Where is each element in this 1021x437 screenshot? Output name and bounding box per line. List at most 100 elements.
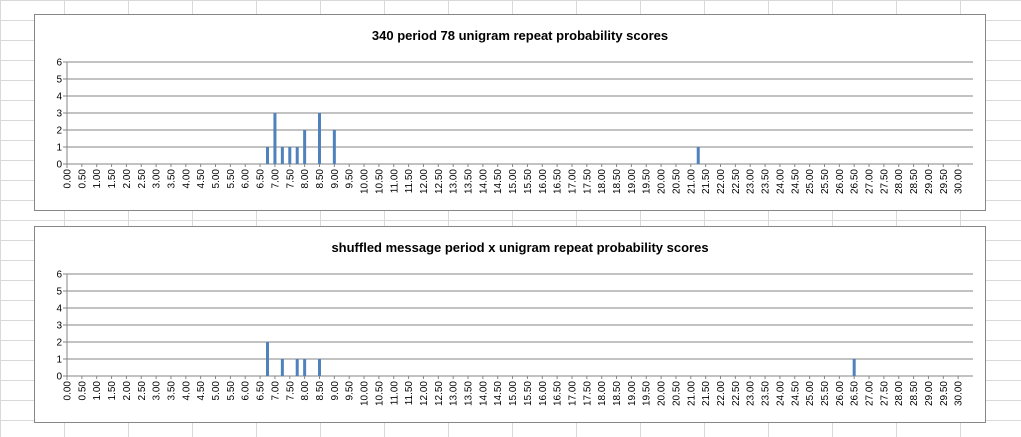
- x-tick-label: 2.00: [122, 381, 133, 401]
- x-tick-label: 11.50: [404, 169, 415, 194]
- x-tick-label: 23.50: [761, 381, 772, 406]
- chart-title: shuffled message period x unigram repeat…: [331, 240, 708, 255]
- x-tick-label: 23.00: [746, 381, 757, 406]
- x-tick-label: 7.50: [285, 381, 296, 401]
- x-tick-label: 5.00: [211, 381, 222, 401]
- y-tick-label: 3: [56, 321, 62, 332]
- x-tick-label: 18.50: [612, 381, 623, 406]
- y-tick-label: 1: [56, 355, 62, 366]
- y-tick-label: 0: [56, 160, 62, 171]
- x-tick-label: 4.00: [181, 169, 192, 189]
- bar: [696, 147, 700, 164]
- x-tick-label: 15.50: [523, 381, 534, 406]
- x-tick-label: 9.00: [330, 381, 341, 401]
- x-tick-label: 8.00: [300, 381, 311, 401]
- x-tick-label: 11.00: [389, 169, 400, 194]
- x-tick-label: 14.50: [493, 381, 504, 406]
- y-tick-label: 5: [56, 75, 62, 86]
- x-tick-label: 19.50: [642, 381, 653, 406]
- x-tick-label: 5.50: [226, 381, 237, 401]
- y-tick-label: 6: [56, 58, 62, 69]
- x-tick-label: 10.50: [374, 381, 385, 406]
- x-tick-label: 0.00: [63, 169, 74, 189]
- x-tick-label: 4.50: [196, 381, 207, 401]
- x-tick-label: 24.00: [775, 169, 786, 194]
- x-tick-label: 5.00: [211, 169, 222, 189]
- y-tick-label: 3: [56, 109, 62, 120]
- bar: [280, 359, 284, 376]
- x-tick-label: 5.50: [226, 169, 237, 189]
- x-tick-label: 26.50: [850, 381, 861, 406]
- x-tick-label: 29.50: [939, 169, 950, 194]
- x-tick-label: 9.50: [345, 381, 356, 401]
- x-tick-label: 9.00: [330, 169, 341, 189]
- x-tick-label: 14.00: [478, 169, 489, 194]
- x-tick-label: 11.50: [404, 381, 415, 406]
- y-tick-label: 0: [56, 372, 62, 383]
- x-tick-label: 16.50: [553, 381, 564, 406]
- x-tick-label: 30.00: [954, 381, 965, 406]
- x-tick-label: 15.50: [523, 169, 534, 194]
- x-tick-label: 16.00: [538, 169, 549, 194]
- y-tick-label: 2: [56, 126, 62, 137]
- x-tick-label: 13.00: [449, 169, 460, 194]
- chart-bottom: shuffled message period x unigram repeat…: [34, 226, 986, 423]
- x-tick-label: 27.50: [879, 169, 890, 194]
- bar: [317, 113, 321, 164]
- x-tick-label: 15.00: [508, 381, 519, 406]
- x-tick-label: 19.50: [642, 169, 653, 194]
- bar: [852, 359, 856, 376]
- x-tick-label: 26.00: [835, 381, 846, 406]
- x-tick-label: 20.50: [671, 169, 682, 194]
- y-tick-label: 4: [56, 304, 62, 315]
- x-tick-label: 8.50: [315, 169, 326, 189]
- x-tick-label: 14.50: [493, 169, 504, 194]
- bar: [295, 147, 299, 164]
- x-tick-label: 2.50: [137, 381, 148, 401]
- bar: [288, 147, 292, 164]
- x-tick-label: 1.00: [92, 381, 103, 401]
- x-tick-label: 28.00: [894, 169, 905, 194]
- chart-bottom-plot: shuffled message period x unigram repeat…: [56, 240, 973, 406]
- x-tick-label: 1.50: [107, 381, 118, 401]
- bar: [266, 342, 270, 376]
- x-tick-label: 21.50: [701, 381, 712, 406]
- x-tick-label: 0.50: [77, 381, 88, 401]
- x-tick-label: 30.00: [954, 169, 965, 194]
- x-tick-label: 20.00: [657, 169, 668, 194]
- x-tick-label: 12.50: [434, 169, 445, 194]
- x-tick-label: 27.00: [865, 381, 876, 406]
- x-tick-label: 24.50: [790, 169, 801, 194]
- x-tick-label: 27.50: [879, 381, 890, 406]
- x-tick-label: 17.00: [567, 381, 578, 406]
- x-tick-label: 21.00: [686, 169, 697, 194]
- chart-title: 340 period 78 unigram repeat probability…: [372, 28, 668, 43]
- x-tick-label: 8.50: [315, 381, 326, 401]
- x-tick-label: 13.50: [464, 381, 475, 406]
- y-tick-label: 1: [56, 143, 62, 154]
- x-tick-label: 25.00: [805, 381, 816, 406]
- x-tick-label: 23.00: [746, 169, 757, 194]
- bar: [280, 147, 284, 164]
- y-tick-label: 2: [56, 338, 62, 349]
- x-tick-label: 9.50: [345, 169, 356, 189]
- x-tick-label: 25.50: [820, 169, 831, 194]
- x-tick-label: 19.00: [627, 169, 638, 194]
- y-tick-label: 6: [56, 270, 62, 281]
- x-tick-label: 7.00: [270, 169, 281, 189]
- x-tick-label: 25.50: [820, 381, 831, 406]
- bar: [303, 130, 307, 164]
- x-tick-label: 6.00: [241, 381, 252, 401]
- x-tick-label: 10.50: [374, 169, 385, 194]
- x-tick-label: 16.00: [538, 381, 549, 406]
- x-tick-label: 10.00: [360, 381, 371, 406]
- x-tick-label: 17.50: [582, 381, 593, 406]
- bar: [266, 147, 270, 164]
- bar: [273, 113, 277, 164]
- x-tick-label: 24.50: [790, 381, 801, 406]
- x-tick-label: 4.00: [181, 381, 192, 401]
- x-tick-label: 21.50: [701, 169, 712, 194]
- bar: [295, 359, 299, 376]
- x-tick-label: 1.00: [92, 169, 103, 189]
- x-tick-label: 6.00: [241, 169, 252, 189]
